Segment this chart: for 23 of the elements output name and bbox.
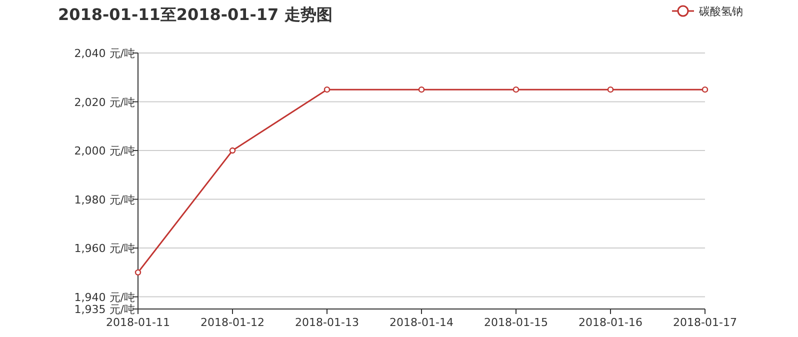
x-tick-label: 2018-01-17	[673, 316, 737, 329]
point	[702, 86, 708, 93]
point	[134, 269, 142, 276]
y-tick-label: 1,960 元/吨	[74, 242, 135, 256]
x-tick-label: 2018-01-16	[578, 316, 642, 329]
point	[512, 86, 520, 93]
y-tick-label: 2,020 元/吨	[74, 96, 135, 109]
x-tick-label: 2018-01-14	[390, 316, 454, 329]
legend-label: 碳酸氢钠	[698, 5, 743, 18]
x-tick-label: 2018-01-13	[295, 316, 359, 329]
y-tick-label: 1,980 元/吨	[74, 193, 135, 206]
point	[418, 86, 425, 93]
y-tick-label: 1,940 元/吨	[74, 290, 135, 304]
y-tick-label: 2,040 元/吨	[74, 47, 135, 60]
point	[229, 147, 236, 154]
x-tick-label: 2018-01-15	[484, 316, 548, 329]
x-tick-label: 2018-01-12	[200, 316, 264, 329]
x-tick-label: 2018-01-11	[106, 316, 170, 329]
chart-title: 2018-01-11至2018-01-17 走势图	[58, 5, 332, 24]
point	[607, 86, 614, 93]
y-tick-label: 2,000 元/吨	[74, 144, 135, 158]
y-tick-label: 1,935 元/吨	[74, 303, 135, 316]
point	[324, 86, 330, 93]
